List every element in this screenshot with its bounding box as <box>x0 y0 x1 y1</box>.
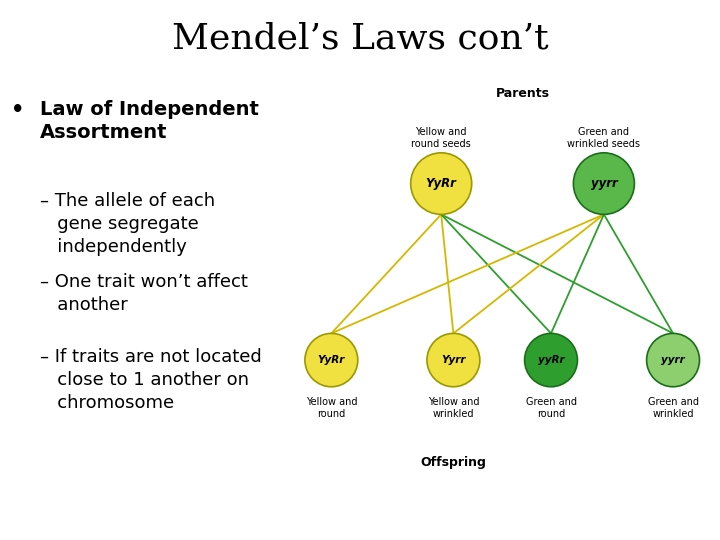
Circle shape <box>573 153 634 214</box>
Text: Green and
round: Green and round <box>526 397 577 418</box>
Text: YyRr: YyRr <box>318 355 345 365</box>
Text: yyrr: yyrr <box>590 177 617 190</box>
Circle shape <box>525 333 577 387</box>
Text: Green and
wrinkled: Green and wrinkled <box>647 397 698 418</box>
Text: Mendel’s Laws con’t: Mendel’s Laws con’t <box>171 22 549 56</box>
Text: – If traits are not located
   close to 1 another on
   chromosome: – If traits are not located close to 1 a… <box>40 348 261 412</box>
Circle shape <box>427 333 480 387</box>
Circle shape <box>305 333 358 387</box>
Text: – One trait won’t affect
   another: – One trait won’t affect another <box>40 273 248 314</box>
Text: yyrr: yyrr <box>661 355 685 365</box>
Text: Yellow and
wrinkled: Yellow and wrinkled <box>428 397 479 418</box>
Text: Offspring: Offspring <box>420 456 486 469</box>
Text: Yellow and
round seeds: Yellow and round seeds <box>411 127 471 148</box>
Text: Parents: Parents <box>495 87 549 100</box>
Circle shape <box>647 333 700 387</box>
Text: Green and
wrinkled seeds: Green and wrinkled seeds <box>567 127 640 148</box>
Text: – The allele of each
   gene segregate
   independently: – The allele of each gene segregate inde… <box>40 192 215 255</box>
Text: Yyrr: Yyrr <box>441 355 466 365</box>
Text: yyRr: yyRr <box>538 355 564 365</box>
Text: Law of Independent
Assortment: Law of Independent Assortment <box>40 100 258 141</box>
Text: YyRr: YyRr <box>426 177 456 190</box>
Text: Yellow and
round: Yellow and round <box>305 397 357 418</box>
Text: •: • <box>11 100 24 120</box>
Circle shape <box>410 153 472 214</box>
